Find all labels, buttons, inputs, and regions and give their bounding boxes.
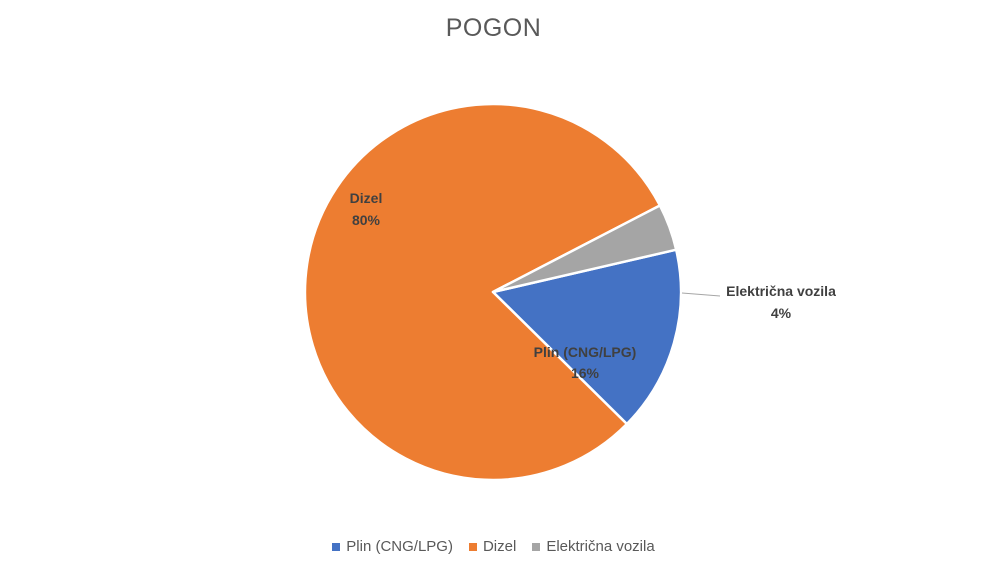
slice-category-label: Električna vozila: [726, 283, 836, 299]
legend-label: Električna vozila: [546, 538, 655, 555]
legend-label: Plin (CNG/LPG): [346, 538, 453, 555]
slice-value-label: 4%: [771, 305, 792, 321]
legend-swatch: [532, 542, 541, 551]
slice-category-label: Plin (CNG/LPG): [534, 344, 637, 360]
slice-value-label: 80%: [352, 212, 381, 228]
slice-value-label: 16%: [571, 365, 600, 381]
legend-item-dizel: Dizel: [468, 538, 517, 555]
legend-swatch: [468, 542, 477, 551]
chart-title: POGON: [445, 14, 542, 42]
legend-item-elektri-na-vozila: Električna vozila: [532, 538, 655, 555]
slice-category-label: Dizel: [350, 190, 383, 206]
leader-line-elektri-na-vozila: [681, 292, 721, 297]
pie-slices: [303, 102, 683, 482]
leader-lines: [681, 292, 721, 297]
pie-slice-plin-cng-lpg: [491, 248, 683, 426]
pie-slice-dizel: [303, 102, 662, 482]
slice-labels: Plin (CNG/LPG) 16% Dizel 80% Električna vozi…: [350, 190, 836, 381]
legend: Plin (CNG/LPG) Dizel Električna vozila: [0, 538, 987, 555]
pie-slice-elektri-na-vozila: [491, 204, 678, 294]
legend-label: Dizel: [482, 538, 517, 555]
legend-swatch: [332, 542, 341, 551]
legend-item-plin-cng-lpg: Plin (CNG/LPG): [332, 538, 453, 555]
